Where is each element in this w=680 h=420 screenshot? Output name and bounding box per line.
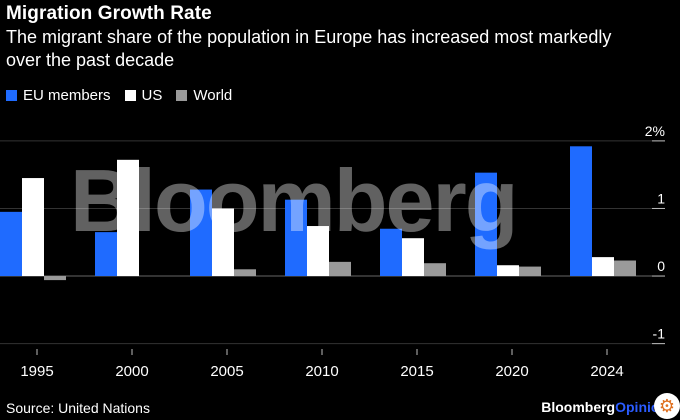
bar-us [22, 178, 44, 277]
chart-title: Migration Growth Rate [6, 3, 212, 24]
bar-eu [570, 146, 592, 277]
bar-us [307, 226, 329, 277]
y-tick-label: 0 [657, 258, 665, 274]
legend-label-us: US [141, 87, 163, 104]
x-tick-label: 2015 [400, 363, 433, 380]
x-tick-label: 2024 [590, 363, 623, 380]
bar-world [329, 261, 351, 277]
brand-main: Bloomberg [541, 399, 616, 415]
legend-item-eu: EU members [6, 87, 111, 104]
brand-logo: BloombergOpinion [541, 399, 668, 415]
x-tick-label: 2005 [210, 363, 243, 380]
bar-eu [475, 172, 497, 277]
bar-us [117, 159, 139, 277]
bar-world [614, 260, 636, 277]
bar-us [592, 257, 614, 277]
bar-us [212, 208, 234, 277]
legend-label-world: World [193, 87, 233, 104]
x-tick-label: 1995 [20, 363, 53, 380]
bar-world [424, 263, 446, 277]
bar-eu [190, 189, 212, 277]
legend-swatch-world [176, 90, 188, 101]
bar-world [234, 269, 256, 277]
legend-item-world: World [176, 87, 232, 104]
legend-swatch-eu [6, 90, 17, 101]
bar-eu [0, 211, 22, 277]
bar-world [44, 276, 66, 281]
bar-us [402, 238, 424, 277]
y-tick-label: 1 [657, 190, 665, 206]
bar-eu [380, 228, 402, 277]
x-tick-label: 2020 [495, 363, 528, 380]
x-tick-label: 2010 [305, 363, 338, 380]
y-tick-label: -1 [653, 326, 666, 342]
bar-us [497, 265, 519, 277]
x-tick-label: 2000 [115, 363, 148, 380]
bar-eu [285, 199, 307, 277]
source-note: Source: United Nations [6, 400, 150, 416]
settings-gear-icon[interactable]: ⚙ [654, 393, 680, 419]
chart-subtitle: The migrant share of the population in E… [6, 27, 612, 70]
bar-world [519, 266, 541, 277]
legend: EU members US World [6, 87, 246, 104]
legend-item-us: US [124, 87, 163, 104]
bar-eu [95, 232, 117, 277]
legend-swatch-us [124, 90, 136, 101]
legend-label-eu: EU members [23, 87, 111, 104]
y-tick-label: 2% [645, 123, 665, 139]
